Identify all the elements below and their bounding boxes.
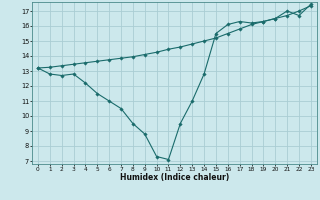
X-axis label: Humidex (Indice chaleur): Humidex (Indice chaleur)	[120, 173, 229, 182]
